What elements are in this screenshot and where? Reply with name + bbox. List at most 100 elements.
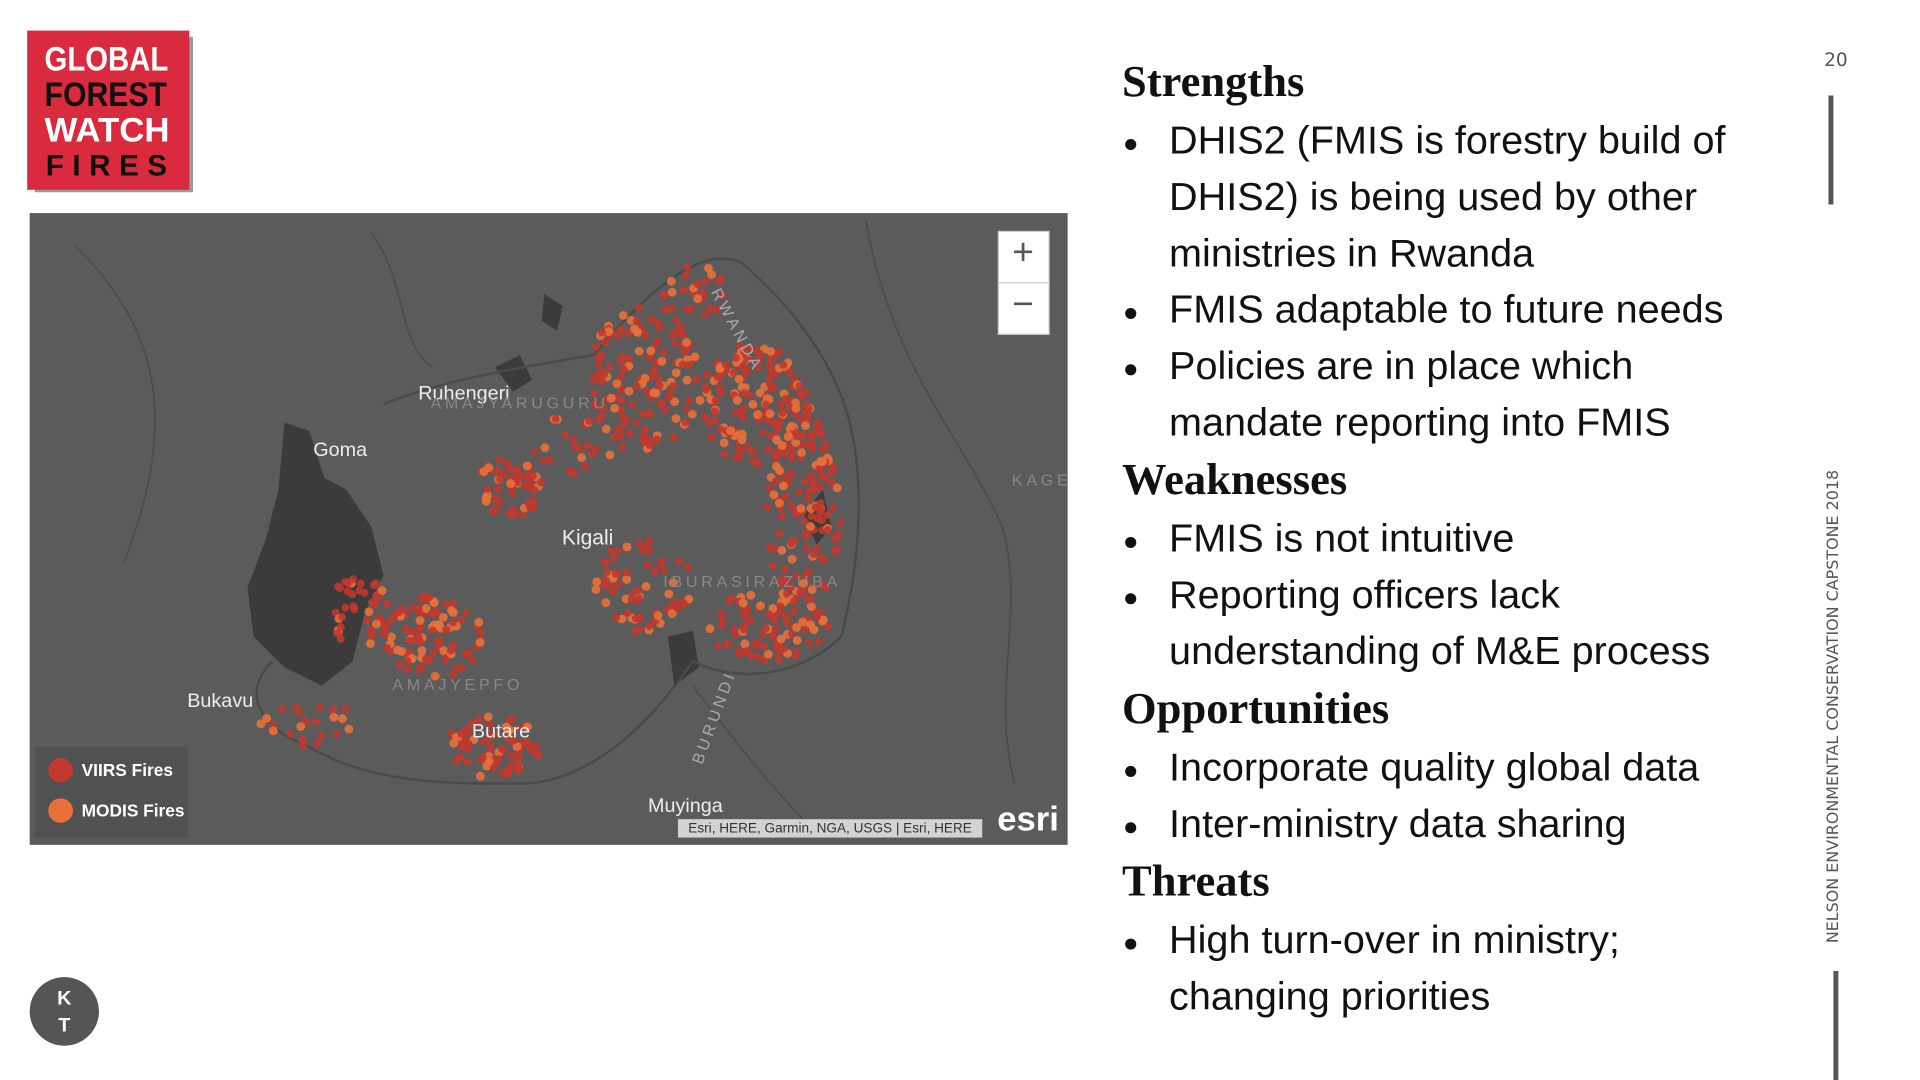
fire-dot bbox=[713, 373, 722, 381]
fire-dot bbox=[485, 720, 494, 729]
fire-dot bbox=[643, 560, 652, 569]
fire-dot bbox=[498, 744, 506, 753]
fire-dot bbox=[792, 636, 802, 645]
fire-dot bbox=[514, 754, 523, 763]
fire-dot bbox=[796, 588, 805, 597]
fire-dot bbox=[468, 720, 477, 729]
fire-dot bbox=[390, 612, 399, 620]
fire-dot bbox=[569, 435, 578, 444]
fire-dot bbox=[804, 495, 813, 503]
fire-dot bbox=[702, 371, 711, 379]
fire-dot bbox=[341, 603, 350, 612]
section-heading: Threats bbox=[1122, 857, 1270, 906]
fire-dot bbox=[667, 609, 677, 618]
fire-dot bbox=[763, 502, 772, 511]
map-label: Bukavu bbox=[187, 690, 253, 712]
fire-dot bbox=[748, 400, 758, 409]
zoom-out[interactable]: − bbox=[1012, 283, 1034, 324]
fire-dot bbox=[776, 634, 786, 644]
fire-dot bbox=[592, 342, 601, 351]
zoom-in[interactable]: + bbox=[1012, 232, 1034, 273]
fire-dot bbox=[464, 649, 473, 658]
fire-dot bbox=[814, 637, 823, 646]
fire-dot bbox=[403, 656, 412, 665]
fire-dot bbox=[414, 604, 423, 613]
fire-dot bbox=[790, 597, 799, 606]
fire-dot bbox=[687, 409, 697, 419]
fire-dot bbox=[737, 409, 746, 418]
fire-dot bbox=[792, 623, 802, 632]
fire-dot bbox=[706, 304, 714, 313]
fire-dot bbox=[526, 503, 535, 512]
fire-dot bbox=[524, 739, 532, 748]
fire-dot bbox=[530, 486, 539, 495]
fire-dot bbox=[506, 479, 516, 488]
fire-dot bbox=[278, 705, 287, 713]
fire-dot bbox=[657, 356, 667, 366]
fire-dot bbox=[719, 438, 729, 448]
fire-dot bbox=[779, 481, 788, 491]
fire-dot bbox=[763, 649, 773, 659]
fire-dot bbox=[753, 652, 762, 661]
bullet-text: changing priorities bbox=[1169, 975, 1490, 1019]
fire-dot bbox=[510, 510, 519, 519]
fire-dot bbox=[788, 447, 797, 456]
fire-dot bbox=[604, 327, 614, 336]
bullet-text: mandate reporting into FMIS bbox=[1169, 400, 1671, 444]
fire-dot bbox=[540, 443, 550, 453]
fire-dot bbox=[512, 742, 522, 751]
fire-dot bbox=[756, 601, 765, 611]
fire-dot bbox=[772, 435, 782, 445]
fire-dot bbox=[640, 373, 650, 383]
fire-dot bbox=[768, 562, 777, 570]
fire-dot bbox=[516, 472, 524, 481]
fire-dot bbox=[717, 609, 726, 618]
fire-dot bbox=[777, 609, 786, 617]
map[interactable]: Ruhengeri Goma Kigali Bukavu Butare Muyinga AM… bbox=[29, 213, 1072, 845]
fire-dot bbox=[743, 443, 752, 452]
bullet-text: Policies are in place which bbox=[1169, 344, 1633, 388]
fire-dot bbox=[804, 639, 813, 648]
fire-dot bbox=[401, 624, 410, 633]
fire-dot bbox=[434, 620, 444, 629]
fire-dot bbox=[781, 565, 790, 574]
fire-dot bbox=[732, 396, 742, 405]
fire-dot bbox=[739, 625, 748, 634]
fire-dot bbox=[397, 647, 407, 656]
fire-dot bbox=[523, 722, 532, 732]
fire-dot bbox=[336, 634, 345, 643]
fire-dot bbox=[785, 368, 794, 377]
logo-text: GLOBAL bbox=[45, 40, 169, 78]
fire-dot bbox=[827, 468, 836, 477]
fire-dot bbox=[506, 465, 515, 474]
fire-dot bbox=[741, 369, 750, 377]
brand[interactable]: esri bbox=[997, 801, 1059, 839]
bullet-text: High turn-over in ministry; bbox=[1169, 918, 1620, 962]
fire-dot bbox=[791, 437, 801, 447]
fire-dot bbox=[758, 630, 767, 639]
fire-dot bbox=[683, 263, 692, 271]
bullet bbox=[1125, 307, 1137, 319]
fire-dot bbox=[367, 631, 376, 640]
fire-dot bbox=[601, 576, 610, 585]
fire-dot bbox=[483, 712, 493, 722]
fire-dot bbox=[671, 368, 681, 378]
fire-dot bbox=[430, 671, 440, 681]
fire-dot bbox=[619, 365, 628, 374]
fire-dot bbox=[682, 337, 691, 347]
fire-dot bbox=[429, 598, 439, 608]
fire-dot bbox=[746, 616, 755, 625]
fire-dot bbox=[768, 367, 777, 376]
fire-dot bbox=[746, 344, 755, 353]
fire-dot bbox=[682, 345, 691, 354]
fire-dot bbox=[475, 771, 485, 781]
fire-dot bbox=[684, 563, 693, 571]
fire-dot bbox=[754, 460, 763, 468]
fire-dot bbox=[590, 388, 599, 397]
logo-text: FOREST bbox=[45, 76, 167, 114]
fire-dot bbox=[456, 616, 465, 625]
fire-dot bbox=[787, 469, 796, 478]
fire-dot bbox=[718, 291, 727, 300]
fire-dot bbox=[606, 393, 616, 403]
fire-dot bbox=[655, 323, 664, 332]
